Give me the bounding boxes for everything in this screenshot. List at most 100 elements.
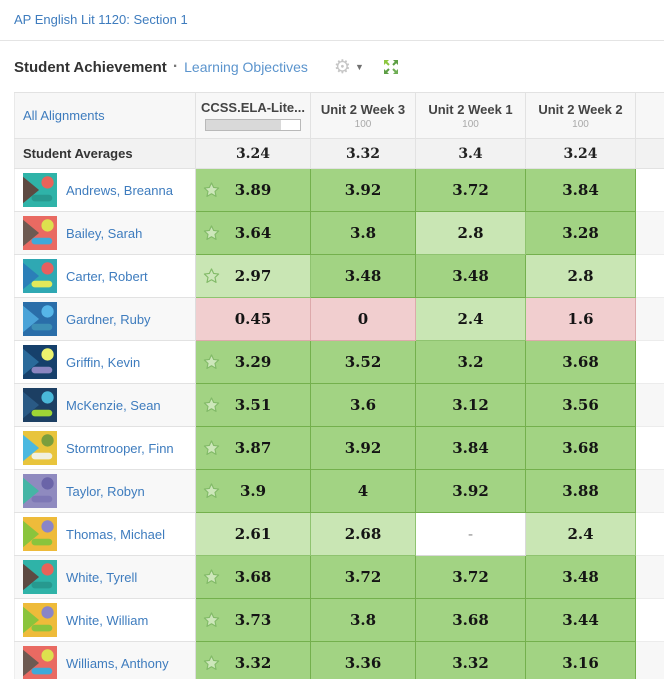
partial-cell <box>635 469 664 513</box>
column-header-unit2-week1[interactable]: Unit 2 Week 1 100 <box>415 92 526 139</box>
grade-cell[interactable]: 2.97 <box>195 254 311 298</box>
grade-cell[interactable]: 3.32 <box>195 641 311 679</box>
partial-cell <box>635 512 664 556</box>
grade-cell[interactable]: 3.9 <box>195 469 311 513</box>
student-name-link[interactable]: Bailey, Sarah <box>66 225 143 241</box>
column-header-partial <box>635 92 664 139</box>
column-header-unit2-week3[interactable]: Unit 2 Week 3 100 <box>310 92 416 139</box>
student-name-cell: Bailey, Sarah <box>14 211 196 255</box>
grade-cell[interactable]: 3.92 <box>310 426 416 470</box>
grade-cell[interactable]: 3.28 <box>525 211 636 255</box>
grade-cell[interactable]: 3.89 <box>195 168 311 212</box>
star-icon <box>203 612 220 627</box>
ccss-column-label: CCSS.ELA-Lite... <box>200 100 305 115</box>
grade-cell[interactable]: 3.88 <box>525 469 636 513</box>
grade-cell[interactable]: 3.84 <box>525 168 636 212</box>
student-name-link[interactable]: Stormtrooper, Finn <box>66 440 174 456</box>
grade-cell[interactable]: 0.45 <box>195 297 311 341</box>
student-avatar <box>23 517 57 551</box>
student-name-link[interactable]: Thomas, Michael <box>66 526 165 542</box>
column-points: 100 <box>572 118 589 130</box>
grade-cell[interactable]: 2.8 <box>415 211 526 255</box>
grade-cell[interactable]: 3.84 <box>415 426 526 470</box>
grade-cell[interactable]: 3.73 <box>195 598 311 642</box>
grade-cell[interactable]: 3.92 <box>415 469 526 513</box>
grade-cell[interactable]: 2.4 <box>525 512 636 556</box>
student-row: McKenzie, Sean 3.51 3.6 3.12 3.56 <box>14 383 664 427</box>
partial-cell <box>635 211 664 255</box>
column-header-alignments: All Alignments <box>14 92 196 139</box>
grade-cell[interactable]: 3.68 <box>525 426 636 470</box>
student-name-link[interactable]: Carter, Robert <box>66 268 148 284</box>
grade-cell[interactable]: 3.2 <box>415 340 526 384</box>
grade-cell[interactable]: 3.32 <box>415 641 526 679</box>
student-name-link[interactable]: Griffin, Kevin <box>66 354 141 370</box>
grade-cell[interactable]: 0 <box>310 297 416 341</box>
student-row: White, Tyrell 3.68 3.72 3.72 3.48 <box>14 555 664 599</box>
grade-cell[interactable]: 4 <box>310 469 416 513</box>
student-row: Gardner, Ruby 0.45 0 2.4 1.6 <box>14 297 664 341</box>
grade-cell[interactable]: 3.68 <box>195 555 311 599</box>
grade-cell[interactable]: 2.68 <box>310 512 416 556</box>
grade-cell[interactable]: 3.56 <box>525 383 636 427</box>
student-name-link[interactable]: White, Tyrell <box>66 569 138 585</box>
student-name-link[interactable]: Gardner, Ruby <box>66 311 151 327</box>
partial-cell <box>635 598 664 642</box>
grade-cell[interactable]: 3.12 <box>415 383 526 427</box>
expand-button[interactable] <box>382 58 400 76</box>
learning-objectives-link[interactable]: Learning Objectives <box>184 59 308 75</box>
grade-cell[interactable]: 3.52 <box>310 340 416 384</box>
grade-cell[interactable]: 3.72 <box>415 555 526 599</box>
student-row: Griffin, Kevin 3.29 3.52 3.2 3.68 <box>14 340 664 384</box>
star-icon <box>203 182 220 197</box>
student-name-link[interactable]: White, William <box>66 612 149 628</box>
student-name-link[interactable]: Williams, Anthony <box>66 655 169 671</box>
column-header-ccss[interactable]: CCSS.ELA-Lite... <box>195 92 311 139</box>
student-name-link[interactable]: Andrews, Breanna <box>66 182 173 198</box>
grade-cell[interactable]: 3.51 <box>195 383 311 427</box>
student-row: Andrews, Breanna 3.89 3.92 3.72 3.84 <box>14 168 664 212</box>
grade-cell[interactable]: 3.29 <box>195 340 311 384</box>
grade-cell[interactable]: 3.72 <box>310 555 416 599</box>
grade-cell[interactable]: 3.6 <box>310 383 416 427</box>
page-title: Student Achievement <box>14 58 167 76</box>
course-link[interactable]: AP English Lit 1120: Section 1 <box>14 12 188 27</box>
column-points: 100 <box>354 118 372 130</box>
student-averages-label: Student Averages <box>14 138 196 169</box>
column-header-unit2-week2[interactable]: Unit 2 Week 2 100 <box>525 92 636 139</box>
student-row: Stormtrooper, Finn 3.87 3.92 3.84 3.68 <box>14 426 664 470</box>
star-icon <box>203 569 220 584</box>
grade-cell[interactable]: 3.44 <box>525 598 636 642</box>
grade-cell[interactable]: 3.48 <box>525 555 636 599</box>
all-alignments-link[interactable]: All Alignments <box>23 108 105 123</box>
partial-cell <box>635 383 664 427</box>
grade-cell[interactable]: 3.64 <box>195 211 311 255</box>
grade-cell[interactable]: 3.87 <box>195 426 311 470</box>
student-row: Bailey, Sarah 3.64 3.8 2.8 3.28 <box>14 211 664 255</box>
partial-cell <box>635 426 664 470</box>
grade-cell[interactable]: 3.48 <box>415 254 526 298</box>
student-name-link[interactable]: Taylor, Robyn <box>66 483 145 499</box>
student-name-link[interactable]: McKenzie, Sean <box>66 397 161 413</box>
student-row: Thomas, Michael 2.61 2.68 - 2.4 <box>14 512 664 556</box>
grade-cell[interactable]: 3.92 <box>310 168 416 212</box>
grade-cell[interactable]: 2.8 <box>525 254 636 298</box>
gear-icon: ⚙ <box>333 56 351 78</box>
grade-cell[interactable]: 3.16 <box>525 641 636 679</box>
grade-cell[interactable]: 3.72 <box>415 168 526 212</box>
grade-cell[interactable]: 2.61 <box>195 512 311 556</box>
grade-cell[interactable]: 1.6 <box>525 297 636 341</box>
column-label: Unit 2 Week 3 <box>320 101 406 117</box>
settings-menu-button[interactable]: ⚙ ▼ <box>334 58 364 77</box>
grade-cell[interactable]: - <box>415 512 526 556</box>
grade-cell[interactable]: 2.4 <box>415 297 526 341</box>
grade-cell[interactable]: 3.48 <box>310 254 416 298</box>
grade-cell[interactable]: 3.8 <box>310 211 416 255</box>
section-header: Student Achievement · Learning Objective… <box>14 55 664 79</box>
grade-cell[interactable]: 3.68 <box>415 598 526 642</box>
student-avatar <box>23 302 57 336</box>
grade-cell[interactable]: 3.36 <box>310 641 416 679</box>
grade-cell[interactable]: 3.8 <box>310 598 416 642</box>
grade-cell[interactable]: 3.68 <box>525 340 636 384</box>
